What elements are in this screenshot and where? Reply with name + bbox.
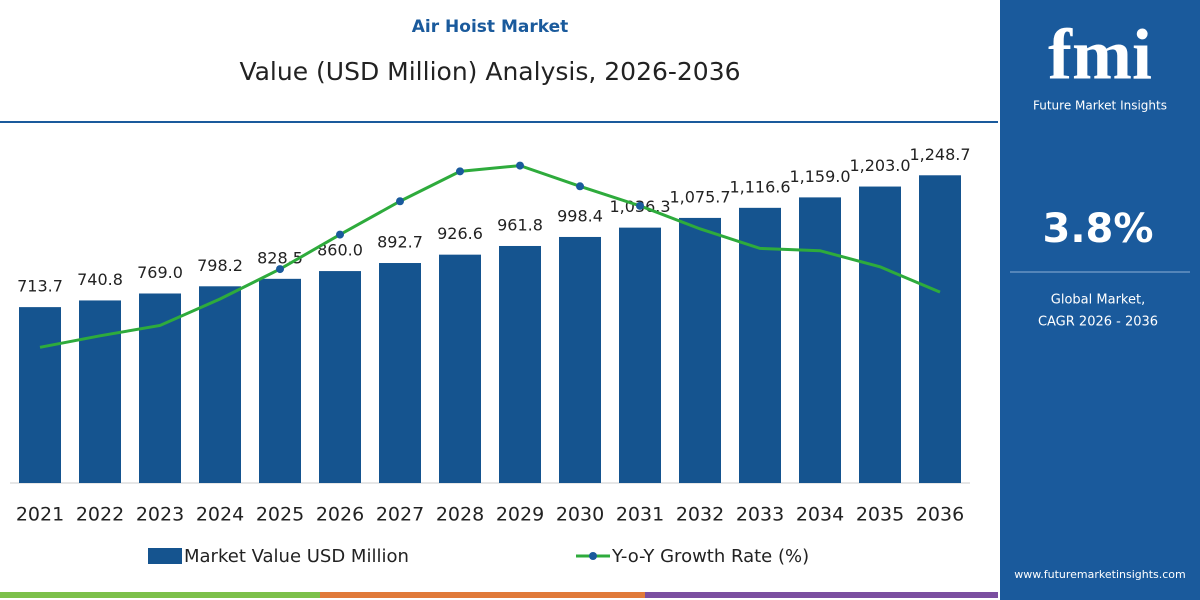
line-marker <box>456 167 464 176</box>
brand-name: Future Market Insights <box>1033 99 1167 113</box>
bar <box>679 217 721 483</box>
bar <box>319 271 361 483</box>
x-tick-label: 2025 <box>256 504 304 526</box>
bar <box>199 286 241 483</box>
line-marker <box>276 265 284 274</box>
cagr-label: Global Market, <box>1051 293 1145 308</box>
data-label: 740.8 <box>77 270 123 289</box>
data-label: 860.0 <box>317 241 363 260</box>
data-label: 828.5 <box>257 248 303 267</box>
bar <box>619 227 661 483</box>
x-tick-label: 2030 <box>556 504 604 526</box>
data-label: 892.7 <box>377 233 423 252</box>
chart-title: Air Hoist Market <box>412 17 568 37</box>
bar <box>79 300 121 483</box>
sidebar-panel <box>1000 0 1200 600</box>
data-label: 1,203.0 <box>849 156 910 175</box>
x-tick-label: 2021 <box>16 504 64 526</box>
bar <box>739 207 781 483</box>
data-label: 926.6 <box>437 224 483 243</box>
data-label: 1,116.6 <box>729 177 790 196</box>
x-tick-label: 2035 <box>856 504 904 526</box>
bar <box>859 186 901 483</box>
data-label: 1,075.7 <box>669 187 730 206</box>
line-marker <box>516 161 524 170</box>
x-tick-label: 2032 <box>676 504 724 526</box>
legend-marker <box>589 552 597 560</box>
x-tick-label: 2024 <box>196 504 244 526</box>
bar <box>139 293 181 483</box>
bar <box>499 245 541 483</box>
site-url: www.futuremarketinsights.com <box>1014 568 1186 581</box>
x-tick-label: 2026 <box>316 504 364 526</box>
bar <box>919 175 961 483</box>
footer-strip <box>645 592 998 598</box>
line-marker <box>576 182 584 191</box>
data-label: 798.2 <box>197 256 243 275</box>
legend-swatch <box>148 548 182 564</box>
data-label: 769.0 <box>137 263 183 282</box>
legend-label: Market Value USD Million <box>184 546 409 567</box>
cagr-label: CAGR 2026 - 2036 <box>1038 315 1158 330</box>
cagr-value: 3.8% <box>1043 206 1154 252</box>
bar <box>799 197 841 483</box>
footer-strip <box>0 592 320 598</box>
x-tick-label: 2023 <box>136 504 184 526</box>
line-marker <box>336 230 344 239</box>
line <box>39 164 941 349</box>
bar <box>379 263 421 483</box>
bar <box>439 254 481 483</box>
footer-strip <box>320 592 645 598</box>
legend-label: Y-o-Y Growth Rate (%) <box>611 546 809 567</box>
data-label: 713.7 <box>17 277 63 296</box>
x-tick-label: 2036 <box>916 504 964 526</box>
brand-logo: fmi <box>1048 15 1152 95</box>
line-marker <box>636 201 644 210</box>
x-tick-label: 2027 <box>376 504 424 526</box>
bar <box>19 307 61 483</box>
x-tick-label: 2022 <box>76 504 124 526</box>
x-tick-label: 2029 <box>496 504 544 526</box>
data-label: 1,248.7 <box>909 145 970 164</box>
data-label: 961.8 <box>497 215 543 234</box>
data-label: 1,159.0 <box>789 167 850 186</box>
x-tick-label: 2033 <box>736 504 784 526</box>
line-marker <box>396 197 404 206</box>
x-tick-label: 2031 <box>616 504 664 526</box>
bar <box>559 236 601 483</box>
x-tick-label: 2034 <box>796 504 844 526</box>
data-label: 998.4 <box>557 206 603 225</box>
x-tick-label: 2028 <box>436 504 484 526</box>
bar <box>259 278 301 483</box>
chart-subtitle: Value (USD Million) Analysis, 2026-2036 <box>239 57 740 86</box>
